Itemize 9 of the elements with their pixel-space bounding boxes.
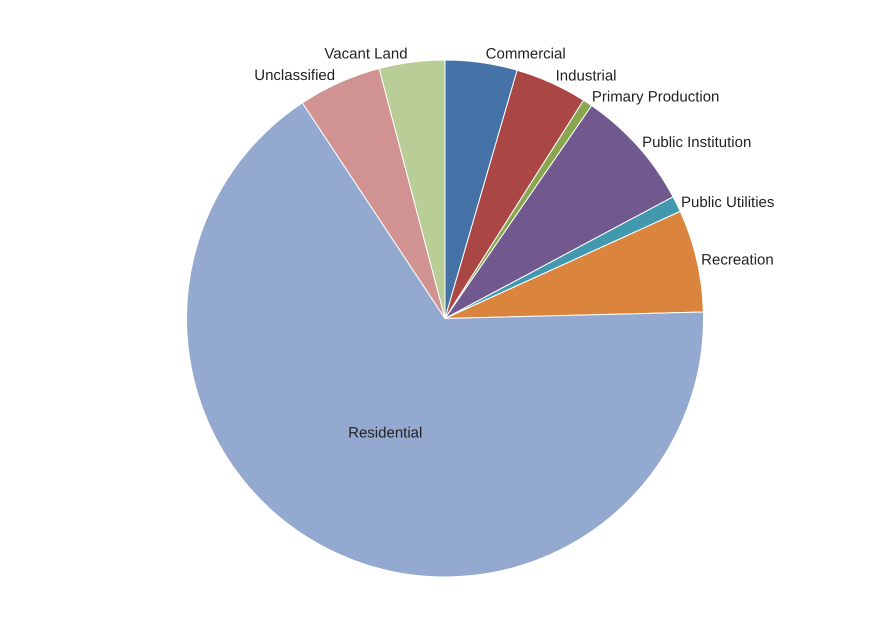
slice-label: Recreation bbox=[701, 252, 774, 269]
slice-label: Public Institution bbox=[642, 134, 752, 152]
slice-label: Industrial bbox=[556, 67, 616, 84]
slice-label: Commercial bbox=[486, 46, 566, 63]
slice-label: Public Utilities bbox=[681, 194, 774, 211]
slice-label: Vacant Land bbox=[324, 45, 408, 62]
slice-label: Unclassified bbox=[254, 66, 336, 84]
slice-label: Residential bbox=[348, 424, 422, 442]
slice-label: Primary Production bbox=[592, 88, 720, 106]
